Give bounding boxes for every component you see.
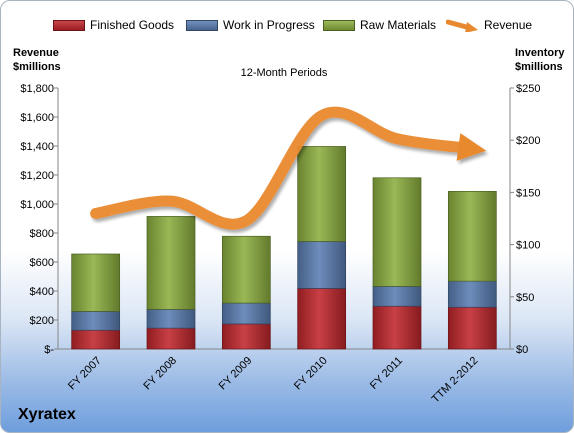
legend-item-revenue: Revenue — [446, 16, 532, 34]
left-tick-label: $600 — [30, 257, 54, 269]
bar-raw-materials-fy-2011 — [372, 177, 422, 287]
right-tick-label: $50 — [516, 292, 534, 304]
legend-label: Revenue — [484, 18, 533, 32]
right-tick-label: $150 — [516, 187, 540, 199]
bar-work-in-progress-fy-2010 — [297, 241, 347, 289]
legend-swatch-work-in-progress — [186, 19, 218, 31]
right-axis-title: Inventory $millions — [515, 46, 565, 74]
left-tick-label: $400 — [30, 286, 54, 298]
bar-finished-goods-fy-2010 — [297, 288, 347, 350]
bar-finished-goods-fy-2009 — [221, 323, 271, 350]
x-tick-label: FY 2008 — [141, 355, 179, 393]
left-tick-label: $1,600 — [20, 112, 54, 124]
bar-raw-materials-fy-2009 — [221, 235, 271, 304]
legend-label: Finished Goods — [90, 18, 175, 32]
left-tick-label: $1,200 — [20, 170, 54, 182]
series-line-revenue — [90, 106, 468, 230]
bar-finished-goods-fy-2007 — [71, 329, 121, 350]
bar-raw-materials-fy-2008 — [146, 216, 196, 310]
legend-swatch-finished-goods — [53, 19, 85, 31]
x-tick-label: TTM 2-2012 — [430, 355, 481, 406]
bar-raw-materials-fy-2007 — [71, 253, 121, 312]
legend-label: Raw Materials — [360, 18, 437, 32]
legend-item-work-in-progress: Work in Progress — [186, 16, 315, 34]
legend-item-finished-goods: Finished Goods — [53, 16, 174, 34]
x-tick-label: FY 2011 — [368, 355, 405, 392]
x-tick-label: FY 2009 — [217, 355, 255, 393]
x-tick-label: FY 2007 — [66, 355, 104, 393]
bar-work-in-progress-fy-2008 — [146, 308, 196, 329]
left-tick-label: $800 — [30, 228, 54, 240]
left-tick-label: $- — [44, 344, 54, 356]
legend-swatch-raw-materials — [323, 19, 355, 31]
bar-finished-goods-ttm-2-2012 — [447, 306, 497, 350]
chart-subtitle: 12-Month Periods — [241, 67, 328, 79]
legend-label: Work in Progress — [223, 18, 315, 32]
right-tick-label: $100 — [516, 240, 540, 252]
left-tick-label: $1,000 — [20, 199, 54, 211]
company-name: Xyratex — [18, 406, 76, 423]
bar-raw-materials-fy-2010 — [297, 146, 347, 242]
legend-item-raw-materials: Raw Materials — [323, 16, 436, 34]
left-tick-label: $1,800 — [20, 83, 54, 95]
left-axis-title: Revenue $millions — [13, 46, 61, 74]
bar-work-in-progress-fy-2009 — [221, 302, 271, 325]
left-tick-label: $1,400 — [20, 141, 54, 153]
right-tick-label: $250 — [516, 83, 540, 95]
right-tick-label: $200 — [516, 135, 540, 147]
right-axis-title-line2: $millions — [515, 61, 563, 73]
x-tick-label: FY 2010 — [292, 355, 330, 393]
bar-work-in-progress-fy-2007 — [71, 311, 121, 331]
left-axis-title-line2: $millions — [13, 61, 61, 73]
bar-raw-materials-ttm-2-2012 — [447, 191, 497, 282]
legend-arrow-icon — [446, 19, 478, 32]
right-tick-label: $0 — [516, 344, 528, 356]
left-axis-title-line1: Revenue — [13, 47, 59, 59]
legend-swatch-revenue — [446, 18, 480, 32]
series-line-revenue-arrowhead — [456, 133, 487, 161]
left-tick-label: $200 — [30, 315, 54, 327]
bar-work-in-progress-ttm-2-2012 — [447, 280, 497, 308]
right-axis-title-line1: Inventory — [515, 47, 565, 59]
bar-finished-goods-fy-2008 — [146, 327, 196, 350]
bar-work-in-progress-fy-2011 — [372, 286, 422, 307]
bar-finished-goods-fy-2011 — [372, 305, 422, 350]
